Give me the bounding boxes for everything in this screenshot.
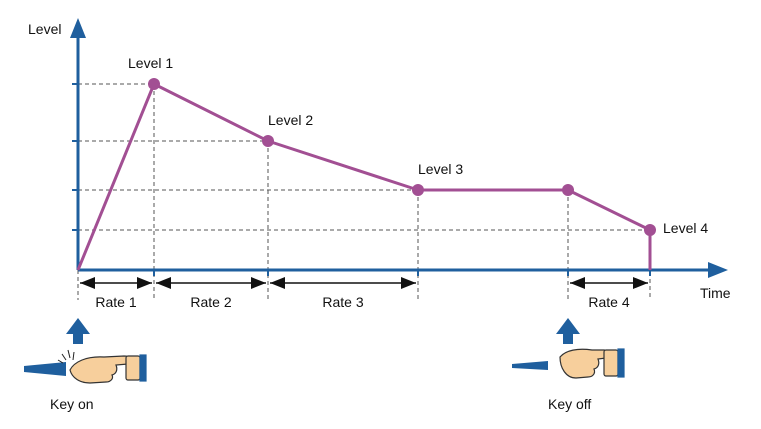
key-off-label: Key off bbox=[548, 396, 591, 412]
y-axis-arrow bbox=[70, 18, 86, 38]
level1-point bbox=[148, 78, 160, 90]
level1-label: Level 1 bbox=[128, 55, 173, 71]
level2-label: Level 2 bbox=[268, 112, 313, 128]
level3-end-point bbox=[562, 184, 574, 196]
axes bbox=[70, 18, 728, 278]
x-axis-label: Time bbox=[700, 285, 731, 301]
key-off-hand-icon bbox=[559, 348, 625, 379]
y-axis-label: Level bbox=[28, 21, 61, 37]
key-on-up-arrow-icon bbox=[66, 318, 90, 344]
key-off-group: Key off bbox=[512, 318, 625, 412]
level4-label: Level 4 bbox=[663, 220, 708, 236]
key-on-label: Key on bbox=[50, 396, 94, 412]
rate3-label: Rate 3 bbox=[322, 294, 363, 310]
x-axis-arrow bbox=[708, 262, 728, 278]
key-on-key-icon bbox=[24, 362, 66, 376]
rate2-label: Rate 2 bbox=[190, 294, 231, 310]
level4-point bbox=[644, 224, 656, 236]
envelope-points bbox=[148, 78, 656, 236]
level3-label: Level 3 bbox=[418, 161, 463, 177]
level3-point bbox=[412, 184, 424, 196]
rate1-label: Rate 1 bbox=[95, 294, 136, 310]
key-on-sparks-icon bbox=[57, 349, 75, 364]
rate4-label: Rate 4 bbox=[588, 294, 629, 310]
key-off-key-icon bbox=[512, 361, 548, 370]
key-on-hand-icon bbox=[69, 354, 147, 384]
key-off-up-arrow-icon bbox=[556, 318, 580, 344]
envelope-line bbox=[76, 82, 652, 271]
level2-point bbox=[262, 135, 274, 147]
key-on-group: Key on bbox=[24, 318, 147, 412]
